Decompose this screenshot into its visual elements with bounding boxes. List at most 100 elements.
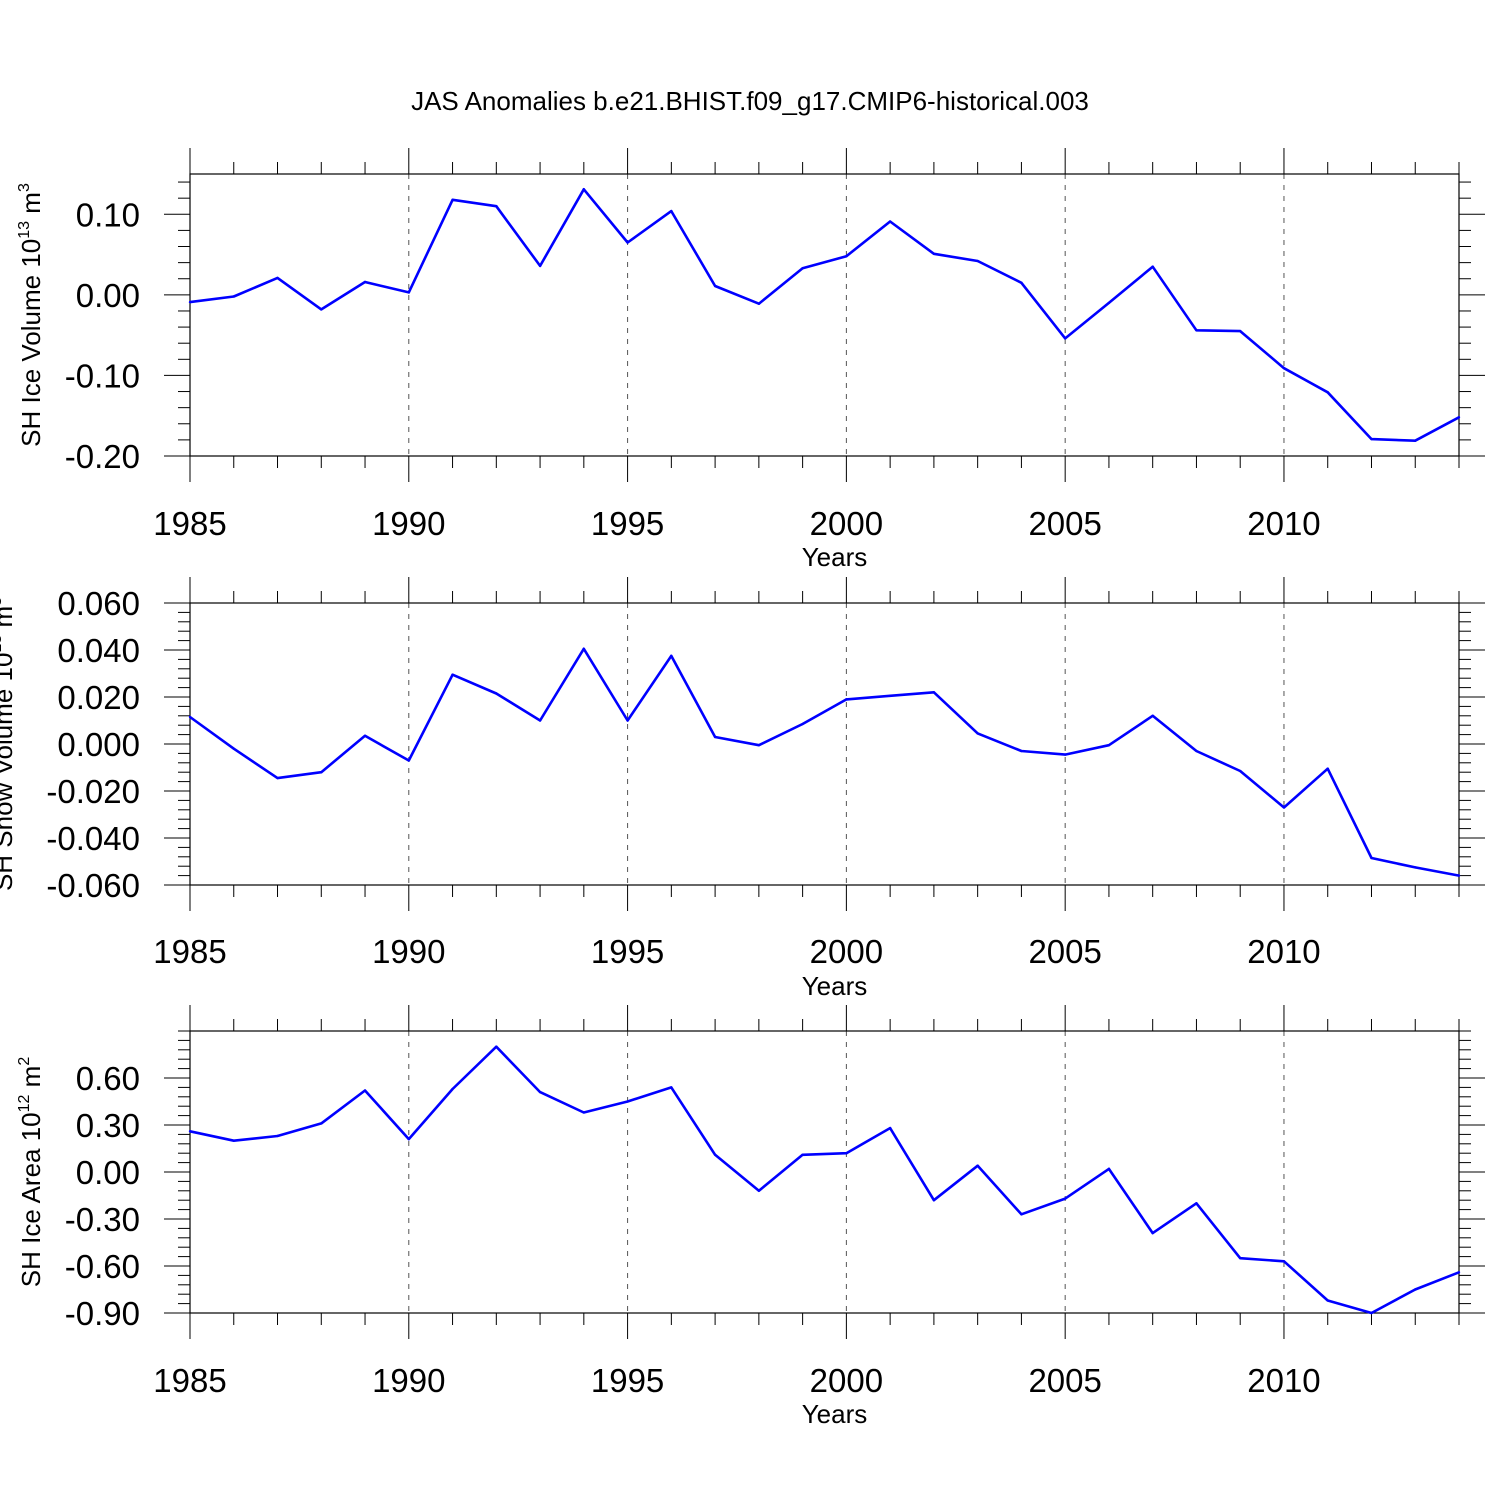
data-point xyxy=(1414,866,1417,869)
data-point xyxy=(1239,769,1242,773)
x-tick-label: 1990 xyxy=(372,933,445,970)
data-point xyxy=(1370,1311,1373,1315)
data-point xyxy=(757,743,761,747)
data-point xyxy=(320,771,323,774)
data-point xyxy=(932,252,936,255)
x-tick-label: 1995 xyxy=(591,1362,664,1399)
data-point xyxy=(1195,329,1198,332)
data-point xyxy=(1370,856,1373,860)
plot-frame xyxy=(189,173,1460,457)
data-point xyxy=(1063,1197,1067,1200)
x-tick-label: 2005 xyxy=(1028,933,1101,970)
y-tick-label: 0.30 xyxy=(76,1107,140,1144)
data-point xyxy=(451,198,454,201)
data-point xyxy=(1326,391,1329,394)
data-point xyxy=(1195,749,1198,753)
data-point xyxy=(188,1130,192,1133)
data-point xyxy=(1282,806,1286,809)
data-point xyxy=(713,1153,717,1156)
data-point xyxy=(320,1122,323,1125)
data-point xyxy=(1107,1167,1111,1171)
data-point xyxy=(1457,1271,1461,1274)
y-tick-label: -0.60 xyxy=(65,1248,140,1285)
chart-panel-1: 1985 1990 1995 2000 2005 2010 -0.20 -0.10 0.00 0.… xyxy=(16,148,1485,572)
data-point xyxy=(626,241,629,244)
y-axis-label: SH Ice Area 1012 m2 xyxy=(16,1057,46,1288)
x-tick-label: 2000 xyxy=(810,1362,883,1399)
data-point xyxy=(1282,1260,1286,1263)
data-point xyxy=(276,1134,279,1138)
y-tick-label: -0.90 xyxy=(65,1295,140,1332)
data-point xyxy=(1020,749,1023,753)
y-tick-label: 0.60 xyxy=(76,1060,140,1097)
x-tick-label: 1985 xyxy=(153,933,226,970)
x-tick-label: 2005 xyxy=(1028,1362,1101,1399)
data-point xyxy=(845,1152,848,1155)
data-point xyxy=(495,1045,498,1048)
data-point xyxy=(582,188,586,191)
x-axis-label: Years xyxy=(802,542,868,572)
data-point xyxy=(976,732,979,735)
series-line xyxy=(189,647,1460,877)
data-point xyxy=(801,1153,804,1156)
data-point xyxy=(932,1199,936,1202)
data-point xyxy=(407,1137,410,1141)
data-point xyxy=(1239,329,1242,333)
data-point xyxy=(1414,439,1417,442)
data-point xyxy=(1107,743,1111,747)
y-tick-label: 0.040 xyxy=(57,632,140,669)
x-tick-label: 1995 xyxy=(591,933,664,970)
data-point xyxy=(407,291,410,294)
data-point xyxy=(670,209,673,213)
data-point xyxy=(232,1139,235,1142)
data-point xyxy=(888,694,892,698)
data-point xyxy=(495,692,498,695)
data-point xyxy=(976,1164,979,1167)
data-point xyxy=(1457,416,1461,419)
figure-title: JAS Anomalies b.e21.BHIST.f09_g17.CMIP6-… xyxy=(411,86,1089,116)
data-point xyxy=(626,719,629,722)
data-point xyxy=(1107,301,1111,305)
data-point xyxy=(1457,874,1461,877)
y-tick-label: 0.10 xyxy=(76,196,140,233)
data-point xyxy=(1063,753,1067,756)
y-axis-label: SH Snow Volume 1013 m3 xyxy=(0,597,18,891)
data-point xyxy=(276,776,279,780)
data-point xyxy=(670,654,673,658)
y-tick-label: 0.000 xyxy=(57,726,140,763)
data-point xyxy=(538,1090,542,1094)
data-point xyxy=(845,698,848,701)
y-tick-label: 0.020 xyxy=(57,679,140,716)
x-tick-label: 1985 xyxy=(153,1362,226,1399)
series-line xyxy=(189,1045,1460,1315)
data-point xyxy=(495,205,498,208)
data-point xyxy=(713,284,717,288)
y-tick-label: -0.30 xyxy=(65,1201,140,1238)
data-point xyxy=(670,1086,673,1089)
data-point xyxy=(188,300,192,304)
data-point xyxy=(451,1087,454,1091)
data-point xyxy=(1151,1231,1154,1235)
data-point xyxy=(757,302,761,305)
x-tick-label: 2000 xyxy=(810,933,883,970)
y-tick-label: -0.020 xyxy=(46,773,140,810)
data-point xyxy=(1151,714,1154,717)
x-axis-label: Years xyxy=(802,971,868,1001)
data-point xyxy=(363,1089,367,1092)
y-axis-label: SH Ice Volume 1013 m3 xyxy=(16,183,46,447)
data-point xyxy=(845,254,848,258)
data-point xyxy=(1326,767,1329,770)
data-point xyxy=(582,1111,586,1114)
data-point xyxy=(276,276,279,280)
y-tick-label: 0.00 xyxy=(76,277,140,314)
data-point xyxy=(626,1100,629,1103)
y-tick-label: -0.040 xyxy=(46,820,140,857)
x-tick-label: 2010 xyxy=(1247,1362,1320,1399)
data-point xyxy=(1239,1256,1242,1260)
data-point xyxy=(407,759,410,762)
data-point xyxy=(1151,265,1154,268)
data-point xyxy=(976,259,979,263)
y-tick-label: -0.20 xyxy=(65,438,140,475)
data-point xyxy=(1370,437,1373,441)
data-point xyxy=(1020,1213,1023,1216)
